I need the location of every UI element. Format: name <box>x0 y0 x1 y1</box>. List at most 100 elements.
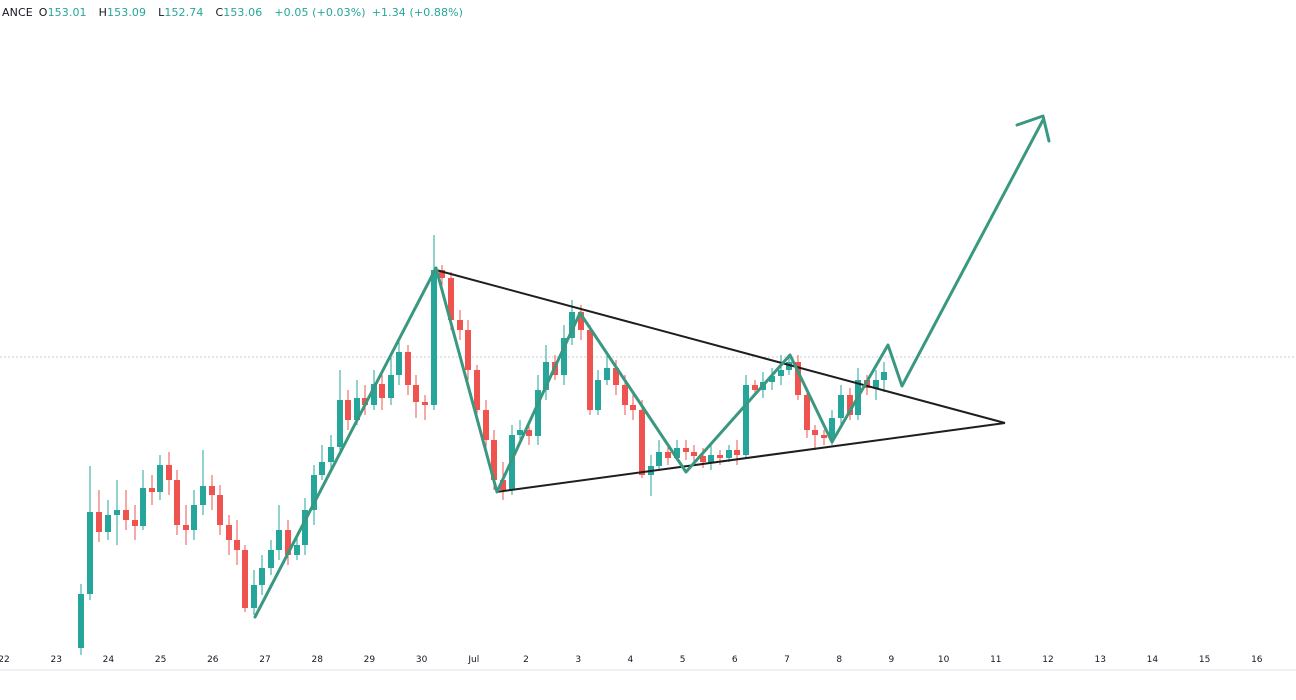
candle <box>337 370 343 455</box>
candle <box>847 388 853 420</box>
candle <box>285 520 291 565</box>
x-axis: 22 23 24 25 26 27 28 29 30 Jul 2 3 4 5 6 7 8 9 10 11 12 13 14 1… <box>0 655 1263 665</box>
candle-body <box>734 450 740 455</box>
candle-body <box>691 452 697 456</box>
candle-body <box>700 456 706 462</box>
candle <box>200 450 206 515</box>
candle-body <box>543 362 549 390</box>
candle-body <box>526 430 532 436</box>
change-value: +0.05 (+0.03%) <box>274 6 366 19</box>
candle <box>217 485 223 535</box>
candle-body <box>656 452 662 466</box>
candle-body <box>769 376 775 382</box>
x-tick-label: 24 <box>103 655 115 665</box>
candle-body <box>535 390 541 436</box>
candle <box>812 425 818 450</box>
candle-body <box>209 486 215 495</box>
x-tick-label: 25 <box>155 655 166 665</box>
arrowhead-icon <box>1015 114 1051 143</box>
candle-body <box>829 418 835 438</box>
candle-body <box>259 568 265 585</box>
candle-body <box>578 312 584 330</box>
candle-body <box>311 475 317 510</box>
candle <box>665 445 671 465</box>
candle <box>639 400 645 478</box>
x-tick-label: 26 <box>207 655 219 665</box>
x-tick-label: 8 <box>836 655 842 665</box>
candle <box>413 375 419 418</box>
candle <box>105 500 111 540</box>
lower-trendline <box>495 422 1006 493</box>
candle-body <box>105 515 111 532</box>
candle <box>345 390 351 430</box>
candle <box>311 465 317 525</box>
candles-group <box>78 235 887 655</box>
low-value: L152.74 <box>158 6 204 19</box>
candle <box>881 362 887 392</box>
candle-body <box>604 368 610 380</box>
candle-body <box>483 410 489 440</box>
candle-body <box>379 384 385 398</box>
candle <box>648 455 654 496</box>
x-tick-label: 6 <box>732 655 738 665</box>
candle <box>302 498 308 555</box>
candle-body <box>665 452 671 458</box>
candle <box>362 385 368 415</box>
candle-body <box>448 278 454 320</box>
candle <box>535 375 541 445</box>
candle <box>319 445 325 480</box>
candle-body <box>717 455 723 458</box>
candle-body <box>457 320 463 330</box>
candle-body <box>474 370 480 410</box>
candle-body <box>174 480 180 525</box>
candle <box>396 340 402 385</box>
x-tick-label: 27 <box>259 655 270 665</box>
candle-body <box>87 512 93 594</box>
x-tick-label: 14 <box>1147 655 1159 665</box>
candle-body <box>630 405 636 410</box>
x-tick-label: Jul <box>467 655 479 665</box>
candle <box>123 490 129 530</box>
candle-body <box>191 505 197 530</box>
candle-body <box>226 525 232 540</box>
candle <box>778 355 784 385</box>
candle-body <box>708 455 714 462</box>
candle-body <box>812 430 818 435</box>
candle-body <box>302 510 308 545</box>
candle <box>183 505 189 545</box>
change-percent-value: +1.34 (+0.88%) <box>371 6 464 19</box>
candle <box>595 370 601 415</box>
candle <box>132 505 138 540</box>
candle <box>483 400 489 448</box>
upper-trendline <box>435 269 1006 424</box>
candle-body <box>78 594 84 648</box>
candle-body <box>96 512 102 532</box>
candle-body <box>405 352 411 385</box>
candle-body <box>569 312 575 338</box>
candle-body <box>251 585 257 608</box>
candle-body <box>786 362 792 370</box>
zigzag-path <box>253 118 1045 619</box>
close-value: C153.06 <box>215 6 263 19</box>
candle <box>457 310 463 340</box>
candle-body <box>622 385 628 405</box>
candle <box>821 430 827 445</box>
candle <box>114 480 120 545</box>
candle-body <box>242 550 248 608</box>
candle <box>743 375 749 458</box>
candle <box>656 440 662 470</box>
candle-body <box>639 410 645 475</box>
candle <box>209 475 215 510</box>
candle-body <box>140 488 146 526</box>
x-tick-label: 29 <box>364 655 376 665</box>
candle-body <box>595 380 601 410</box>
candle <box>543 345 549 400</box>
candle-body <box>157 465 163 492</box>
candle-body <box>217 495 223 525</box>
candle-body <box>234 540 240 550</box>
candle <box>405 345 411 395</box>
candle-body <box>200 486 206 505</box>
candle-body <box>881 372 887 380</box>
candle <box>465 320 471 380</box>
